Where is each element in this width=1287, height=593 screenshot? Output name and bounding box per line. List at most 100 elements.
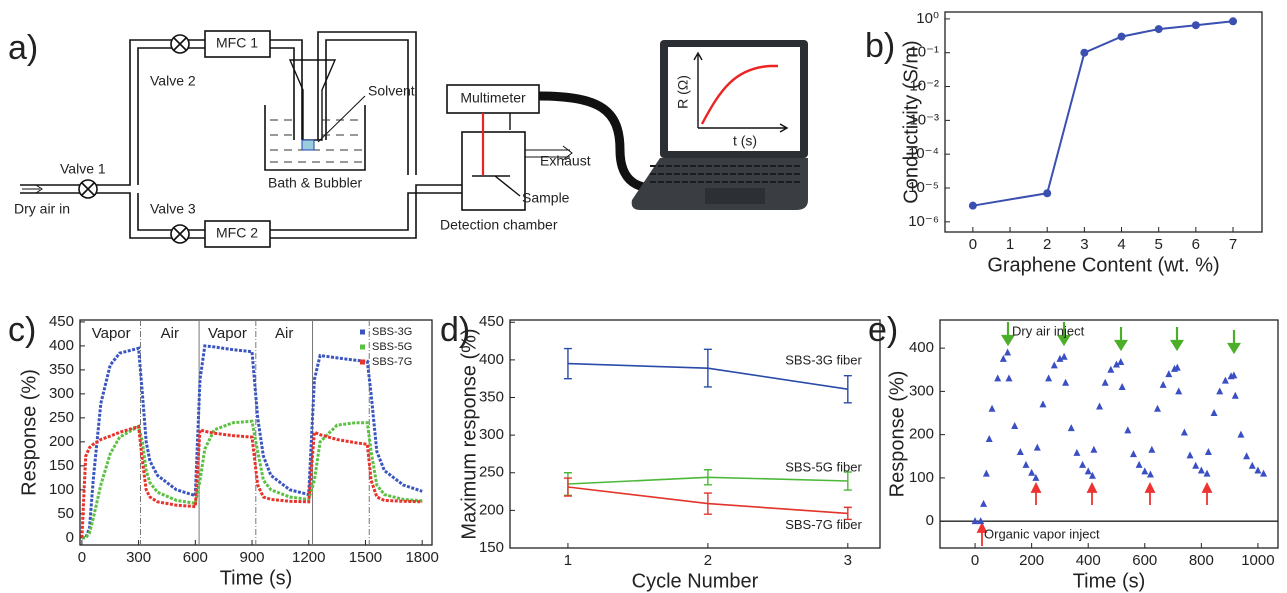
valve-label: Valve 3 bbox=[150, 201, 196, 217]
error-bar bbox=[843, 506, 852, 521]
panel-label: d) bbox=[440, 311, 470, 349]
x-tick-label: 400 bbox=[1076, 552, 1101, 569]
data-point bbox=[1112, 360, 1120, 368]
data-point bbox=[1204, 447, 1212, 455]
data-point bbox=[1050, 361, 1058, 369]
y-tick-label: 400 bbox=[909, 339, 934, 356]
error-bar bbox=[843, 374, 852, 404]
data-point bbox=[1154, 404, 1162, 412]
data-point bbox=[1045, 374, 1053, 382]
error-bar bbox=[843, 471, 852, 491]
data-point bbox=[1146, 470, 1154, 478]
data-point bbox=[1117, 32, 1126, 41]
chamber-label: Detection chamber bbox=[440, 217, 558, 233]
error-bar bbox=[703, 348, 712, 388]
phase-label: Air bbox=[275, 325, 293, 342]
panel-label: e) bbox=[868, 311, 898, 349]
data-point bbox=[1005, 374, 1013, 382]
error-bar bbox=[563, 477, 572, 497]
inject-arrows bbox=[976, 322, 1241, 546]
data-point bbox=[1016, 447, 1024, 455]
annotation: Organic vapor inject bbox=[984, 526, 1100, 541]
y-tick-label: 200 bbox=[49, 433, 74, 450]
error-bar bbox=[703, 492, 712, 515]
y-tick-label: 250 bbox=[479, 464, 504, 481]
data-point bbox=[1197, 466, 1205, 474]
x-tick-label: 200 bbox=[1019, 552, 1044, 569]
y-tick-label: 10⁻³ bbox=[909, 111, 939, 128]
data-point bbox=[1117, 357, 1125, 365]
error-bar bbox=[703, 469, 712, 486]
legend-marker bbox=[360, 344, 365, 350]
y-tick-label: 0 bbox=[926, 512, 934, 529]
data-point bbox=[1039, 400, 1047, 408]
bubbler bbox=[288, 59, 337, 141]
x-axis-label: Time (s) bbox=[220, 567, 293, 589]
y-axis-label: Maximum response (%) bbox=[458, 328, 480, 539]
x-tick-label: 1800 bbox=[405, 549, 438, 566]
valves bbox=[78, 34, 190, 244]
touchpad bbox=[705, 188, 765, 204]
data-point bbox=[1221, 376, 1229, 384]
sample-label: Sample bbox=[522, 190, 570, 206]
data-point bbox=[1154, 25, 1163, 34]
y-tick-label: 100 bbox=[909, 469, 934, 486]
x-tick-label: 4 bbox=[1117, 236, 1125, 253]
panel-label: a) bbox=[8, 29, 38, 67]
solvent-vial bbox=[301, 139, 315, 151]
x-tick-label: 3 bbox=[1080, 236, 1088, 253]
data-point bbox=[1248, 461, 1256, 469]
data-point bbox=[1173, 363, 1181, 371]
chamber bbox=[461, 131, 526, 211]
chart: c) 0 300 600 900 1200 1500 1800 0 50 100 150 200 250 3… bbox=[8, 311, 439, 589]
data-point bbox=[1129, 450, 1137, 458]
sample bbox=[472, 113, 521, 197]
water bbox=[270, 119, 362, 163]
x-tick-label: 1 bbox=[564, 552, 572, 569]
data-point bbox=[1062, 378, 1070, 386]
data-point bbox=[1056, 354, 1064, 362]
solvent-label: Solvent bbox=[368, 83, 415, 99]
data-point bbox=[1080, 48, 1089, 57]
y-tick-label: 450 bbox=[49, 313, 74, 330]
data-point bbox=[1101, 378, 1109, 386]
data-point bbox=[1073, 448, 1081, 456]
data-point bbox=[1237, 430, 1245, 438]
plot-frame bbox=[939, 319, 1279, 549]
data-point bbox=[1192, 461, 1200, 469]
phase-label: Air bbox=[161, 325, 179, 342]
y-tick-label: 350 bbox=[49, 361, 74, 378]
annotation: Dry air inject bbox=[1012, 323, 1085, 338]
legend-marker bbox=[360, 329, 365, 335]
y-tick-label: 300 bbox=[909, 382, 934, 399]
data-point bbox=[988, 404, 996, 412]
plot-frame bbox=[509, 319, 881, 549]
x-tick-label: 1000 bbox=[1241, 552, 1274, 569]
legend-label: SBS-7G bbox=[372, 356, 412, 368]
y-tick-label: 10⁻⁵ bbox=[908, 179, 939, 196]
y-axis-label: Response (%) bbox=[886, 371, 908, 498]
x-tick-label: 0 bbox=[969, 236, 977, 253]
panel-label: b) bbox=[865, 27, 895, 65]
data-point bbox=[1135, 460, 1143, 468]
x-axis-label: Cycle Number bbox=[632, 570, 759, 592]
x-tick-label: 1200 bbox=[292, 549, 325, 566]
y-tick-label: 450 bbox=[479, 313, 504, 330]
error-bar bbox=[563, 347, 572, 380]
inset-curve bbox=[700, 64, 778, 125]
cable bbox=[538, 91, 663, 192]
series-line bbox=[972, 20, 1234, 207]
data-point bbox=[1090, 445, 1098, 453]
y-tick-label: 300 bbox=[49, 385, 74, 402]
data-point bbox=[977, 517, 985, 525]
mfc-box bbox=[204, 30, 271, 58]
phase-label: Vapor bbox=[92, 325, 131, 342]
y-tick-label: 100 bbox=[49, 481, 74, 498]
y-tick-label: 0 bbox=[66, 529, 74, 546]
valve-label: Valve 1 bbox=[60, 161, 106, 177]
y-tick-label: 400 bbox=[479, 351, 504, 368]
y-tick-label: 10⁻⁴ bbox=[908, 145, 939, 162]
series-label: SBS-5G fiber bbox=[785, 459, 862, 474]
